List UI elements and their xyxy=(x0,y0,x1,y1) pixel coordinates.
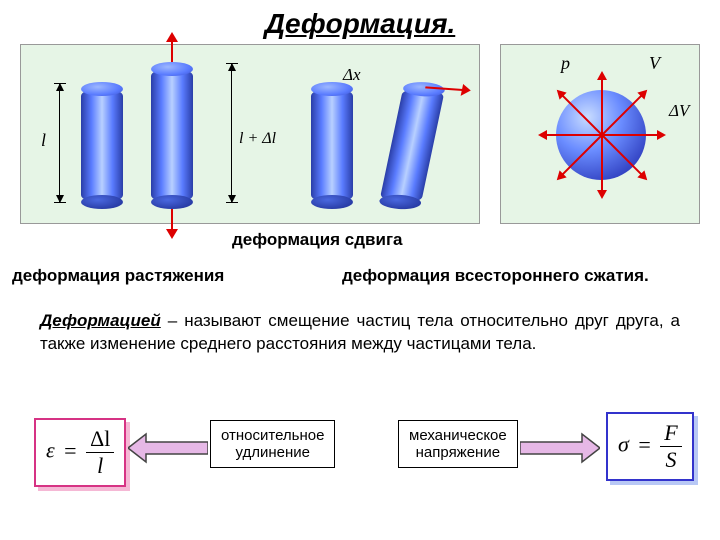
cylinder-stretched xyxy=(151,68,193,203)
strain-num: Δl xyxy=(86,426,114,453)
caption-tension: деформация растяжения xyxy=(12,266,224,286)
cylinder-shear-ref xyxy=(311,88,353,203)
stress-den: S xyxy=(660,447,681,473)
label-l: l xyxy=(41,130,46,151)
strain-lhs: ε xyxy=(46,438,55,463)
sphere xyxy=(556,90,646,180)
force-arrow-up xyxy=(171,40,173,62)
definition-text: Деформацией – называют смещение частиц т… xyxy=(40,310,680,356)
formula-strain: ε = Δl l xyxy=(34,418,126,487)
caption-compression: деформация всестороннего сжатия. xyxy=(342,266,649,286)
diagram-area: l l + Δl xyxy=(20,44,700,224)
label-V: V xyxy=(649,53,660,74)
cylinder-sheared xyxy=(379,87,445,205)
diagram-bg-right: p V ΔV xyxy=(500,44,700,224)
page-title: Деформация. xyxy=(0,0,720,44)
dim-l xyxy=(59,83,60,203)
link-arrow-right xyxy=(520,430,600,466)
label-stress: механическое напряжение xyxy=(398,420,518,468)
label-p: p xyxy=(561,53,570,74)
link-arrow-left xyxy=(128,430,208,466)
dim-l-plus-dl xyxy=(231,63,232,203)
diagram-bg-left: l l + Δl xyxy=(20,44,480,224)
caption-shear: деформация сдвига xyxy=(232,230,402,250)
formula-stress: σ = F S xyxy=(606,412,694,481)
definition-word: Деформацией xyxy=(40,311,161,330)
label-dx: Δx xyxy=(343,65,361,85)
stress-lhs: σ xyxy=(618,432,629,457)
stress-num: F xyxy=(660,420,681,447)
force-arrow-down xyxy=(171,209,173,231)
label-elongation: относительное удлинение xyxy=(210,420,335,468)
cylinder-short xyxy=(81,88,123,203)
strain-den: l xyxy=(86,453,114,479)
label-dV: ΔV xyxy=(669,101,689,121)
label-l-plus-dl: l + Δl xyxy=(239,130,276,148)
